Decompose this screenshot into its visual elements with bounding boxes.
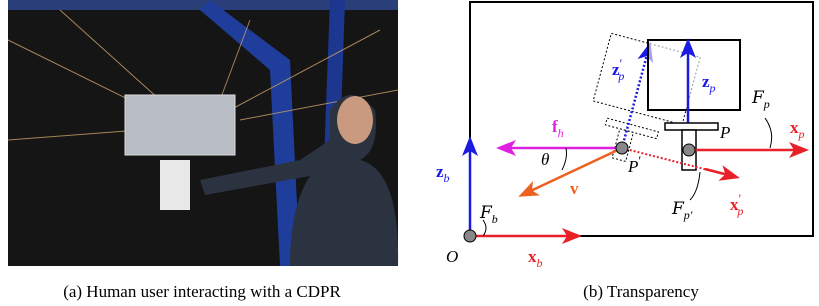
label-base: P bbox=[627, 157, 638, 176]
label-sub: b bbox=[537, 256, 543, 270]
diagram-label: zb bbox=[436, 162, 450, 185]
label-sub: b bbox=[492, 212, 498, 226]
diagram-label: Fb bbox=[479, 203, 498, 226]
label-sub: p bbox=[709, 81, 716, 95]
diagram-label: O bbox=[446, 247, 458, 266]
label-sub: b bbox=[444, 171, 450, 185]
diagram bbox=[464, 2, 813, 242]
diagram-label: z′p bbox=[612, 56, 624, 83]
caption: (b) Transparency bbox=[583, 282, 699, 301]
photo bbox=[8, 0, 398, 266]
label-base: O bbox=[446, 247, 458, 266]
caption: (a) Human user interacting with a CDPR bbox=[63, 282, 341, 301]
diagram-label: x′p bbox=[730, 191, 743, 218]
figure: (a) Human user interacting with a CDPR (… bbox=[0, 0, 819, 306]
label-sub: p bbox=[763, 97, 770, 111]
diagram-label: xb bbox=[528, 247, 543, 270]
label-sup: ′ bbox=[638, 153, 641, 168]
label-base: v bbox=[570, 179, 579, 198]
diagram-label: v bbox=[570, 179, 579, 198]
diagram-label: θ bbox=[541, 150, 549, 169]
diagram-label: Fp bbox=[751, 88, 770, 111]
diagram-label: Fp′ bbox=[671, 199, 693, 222]
label-sub: p′ bbox=[683, 208, 693, 222]
diagram-label: fh bbox=[552, 117, 564, 140]
diagram-label: P bbox=[719, 123, 730, 142]
label-sub: h bbox=[558, 126, 564, 140]
diagram-label: P′ bbox=[627, 153, 641, 176]
label-base: θ bbox=[541, 150, 549, 169]
label-sub: p bbox=[736, 204, 743, 218]
diagram-label: xp bbox=[790, 118, 805, 141]
label-sub: p bbox=[617, 69, 624, 83]
label-sub: p bbox=[798, 127, 805, 141]
label-base: P bbox=[719, 123, 730, 142]
